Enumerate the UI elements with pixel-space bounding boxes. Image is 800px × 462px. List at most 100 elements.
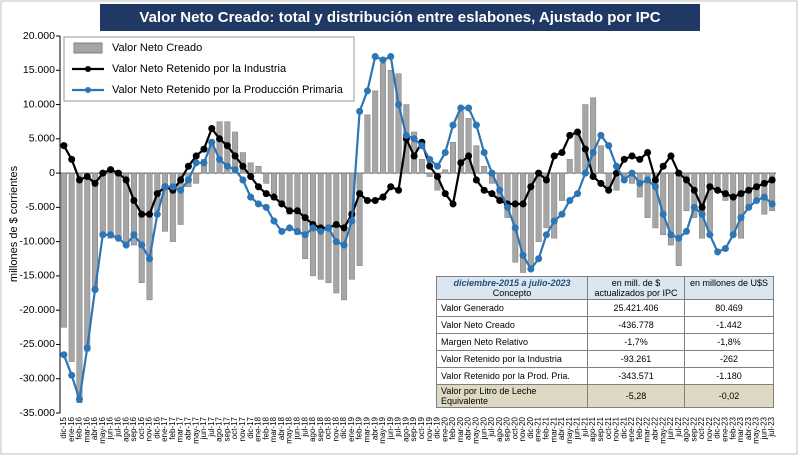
table-cell: Valor Neto Creado — [436, 316, 588, 334]
y-tick-label: -10.000 — [19, 235, 55, 247]
x-tick-label: sep-16 — [129, 416, 138, 441]
y-tick-label: -30.000 — [19, 373, 55, 385]
x-tick-label: mar-22 — [643, 416, 652, 442]
x-tick-label: jun-22 — [666, 416, 675, 440]
y-tick-label: 5.000 — [29, 133, 55, 145]
bar — [730, 172, 737, 236]
bar — [597, 145, 604, 174]
x-tick-label: mar-18 — [269, 416, 278, 442]
y-tick-label: -5.000 — [25, 201, 55, 213]
x-tick-label: abr-21 — [557, 416, 566, 440]
x-tick-label: jun-23 — [759, 416, 768, 440]
table-cell: -1,7% — [587, 333, 685, 351]
x-tick-label: oct-17 — [230, 416, 239, 439]
bar — [380, 63, 386, 174]
x-tick-label: jul-17 — [207, 416, 216, 437]
bar — [107, 172, 114, 239]
x-tick-label: mar-20 — [456, 416, 465, 442]
x-tick-label: jun-17 — [199, 416, 208, 440]
x-tick-label: jun-19 — [386, 416, 395, 440]
bar — [138, 172, 145, 284]
x-tick-label: may-19 — [378, 416, 387, 443]
x-tick-label: jul-20 — [487, 416, 496, 437]
x-tick-label: abr-18 — [277, 416, 286, 440]
bar — [481, 165, 488, 174]
x-tick-label: sep-20 — [503, 416, 512, 441]
x-tick-label: abr-16 — [90, 416, 99, 440]
bar — [442, 169, 449, 174]
x-tick-label: ene-22 — [627, 416, 636, 441]
table-cell: -262 — [684, 350, 774, 368]
x-tick-label: sep-21 — [596, 416, 605, 441]
bar — [566, 159, 573, 174]
bar — [636, 172, 643, 198]
bar — [769, 172, 776, 212]
bar — [263, 172, 270, 184]
x-tick-label: ene-16 — [67, 416, 76, 441]
x-tick-label: feb-16 — [75, 416, 84, 439]
x-tick-label: ago-17 — [215, 416, 224, 441]
table-cell: Valor Retenido por la Prod. Pria. — [436, 367, 588, 385]
bar — [278, 172, 285, 205]
x-tick-label: oct-22 — [697, 416, 706, 439]
table-row: Valor Generado 25.421.406 80.469 — [436, 299, 774, 317]
x-tick-label: ene-17 — [160, 416, 169, 441]
x-tick-label: jun-18 — [292, 416, 301, 440]
x-tick-label: abr-17 — [184, 416, 193, 440]
x-tick-label: nov-20 — [518, 416, 527, 441]
table-header: diciembre-2015 a julio-2023 Concepto en mi… — [436, 276, 774, 300]
bar — [247, 162, 254, 174]
x-tick-label: mar-19 — [363, 416, 372, 442]
table-cell: Valor por Litro de Leche Equivalente — [436, 384, 588, 408]
x-tick-label: dic-16 — [152, 416, 161, 438]
legend-label: Valor Neto Retenido por la Producción Pr… — [112, 84, 344, 96]
table-cell: Margen Neto Relativo — [436, 333, 588, 351]
x-tick-label: nov-21 — [612, 416, 621, 441]
x-tick-label: dic-19 — [433, 416, 442, 438]
x-tick-label: ene-19 — [347, 416, 356, 441]
bar — [271, 172, 277, 194]
x-tick-label: may-17 — [191, 416, 200, 443]
legend-marker — [85, 66, 91, 72]
x-tick-label: jul-21 — [580, 416, 589, 437]
x-tick-label: ago-22 — [682, 416, 691, 441]
x-tick-label: oct-20 — [510, 416, 519, 439]
bar — [426, 172, 433, 177]
y-tick-label: -35.000 — [19, 407, 55, 419]
x-tick-label: dic-17 — [246, 416, 255, 438]
x-tick-label: may-22 — [658, 416, 667, 443]
table-cell: 25.421.406 — [587, 299, 685, 317]
x-tick-label: jun-21 — [573, 416, 582, 440]
x-tick-label: abr-20 — [464, 416, 473, 440]
x-tick-label: nov-22 — [705, 416, 714, 441]
table-cell: Valor Generado — [436, 299, 588, 317]
x-tick-label: oct-19 — [417, 416, 426, 439]
table-cell: 80.469 — [684, 299, 774, 317]
line — [60, 53, 776, 403]
x-tick-label: dic-15 — [59, 416, 68, 438]
x-tick-label: oct-16 — [137, 416, 146, 439]
bar — [216, 121, 223, 174]
x-tick-label: ene-18 — [254, 416, 263, 441]
x-tick-label: jun-20 — [479, 416, 488, 440]
table-cell: -436.778 — [587, 316, 685, 334]
x-tick-label: feb-18 — [261, 416, 270, 439]
x-tick-label: may-18 — [285, 416, 294, 443]
bar — [590, 97, 597, 174]
legend: Valor Neto Creado Valor Neto Retenido por… — [63, 36, 355, 102]
y-tick-label: -15.000 — [19, 270, 55, 282]
x-tick-label: nov-16 — [145, 416, 154, 441]
table-cell: -343.571 — [587, 367, 685, 385]
x-tick-label: mar-17 — [176, 416, 185, 442]
bar — [364, 114, 371, 174]
column-header: Concepto — [492, 288, 532, 298]
table-row: Valor Neto Creado -436.778 -1.442 — [436, 316, 774, 334]
table-row: Margen Neto Relativo -1,7% -1,8% — [436, 333, 774, 351]
x-tick-label: abr-23 — [744, 416, 753, 440]
bar — [582, 104, 589, 174]
bar — [162, 172, 169, 232]
x-tick-label: ago-16 — [121, 416, 130, 441]
x-tick-label: abr-22 — [650, 416, 659, 440]
x-tick-label: jun-16 — [106, 416, 115, 440]
